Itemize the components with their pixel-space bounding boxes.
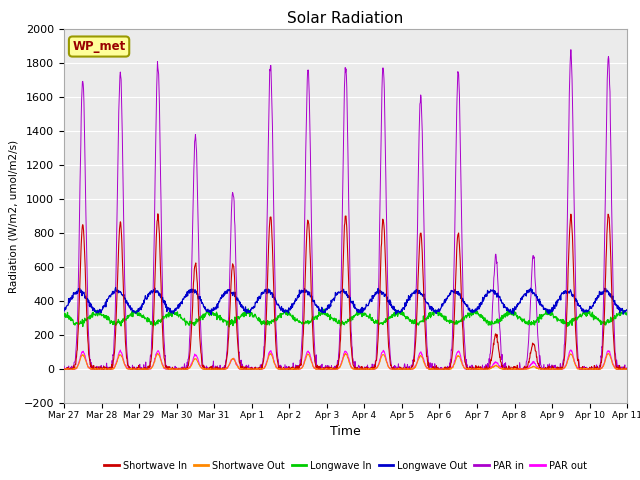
Text: WP_met: WP_met: [72, 40, 125, 53]
Title: Solar Radiation: Solar Radiation: [287, 11, 404, 26]
Legend: Shortwave In, Shortwave Out, Longwave In, Longwave Out, PAR in, PAR out: Shortwave In, Shortwave Out, Longwave In…: [100, 457, 591, 475]
Y-axis label: Radiation (W/m2, umol/m2/s): Radiation (W/m2, umol/m2/s): [8, 139, 18, 293]
X-axis label: Time: Time: [330, 425, 361, 438]
